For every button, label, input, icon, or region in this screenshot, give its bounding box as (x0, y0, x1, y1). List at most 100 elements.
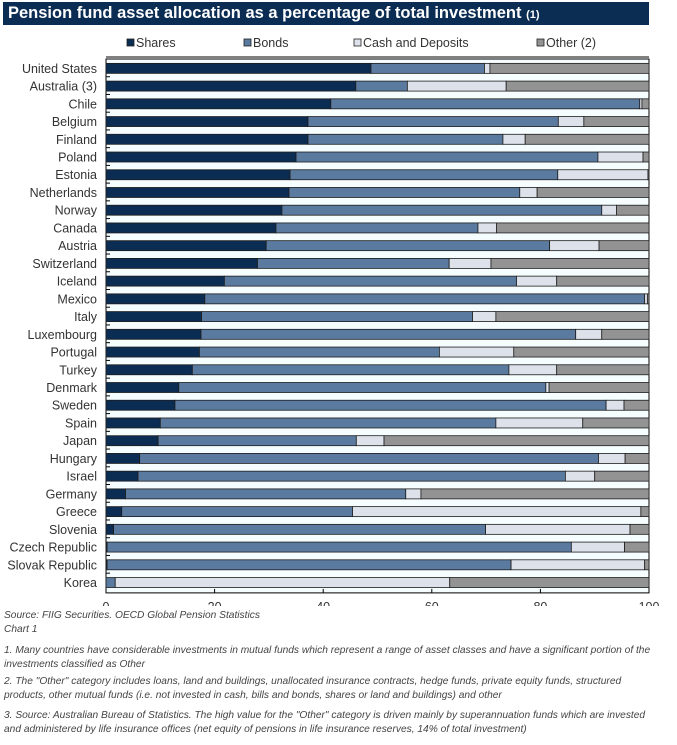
bar-segment (642, 151, 650, 163)
bar-segment (484, 62, 491, 74)
bar-segment (178, 382, 547, 393)
bar-segment (355, 435, 385, 447)
bar-segment (355, 80, 408, 92)
category-label: Sweden (52, 399, 97, 413)
chart-label: Chart 1 (4, 624, 38, 635)
bar-segment (114, 577, 451, 588)
x-tick-label: 0 (103, 600, 110, 606)
category-label: Portugal (50, 346, 97, 360)
bar-segment (105, 133, 309, 145)
bar-segment (307, 116, 559, 127)
category-label: United States (22, 62, 97, 76)
bar-segment (125, 488, 407, 500)
x-tick-label: 60 (425, 600, 439, 606)
bar-segment (449, 577, 650, 588)
bar-segment (113, 523, 486, 535)
category-label: Netherlands (30, 186, 97, 200)
category-label: Italy (74, 310, 98, 324)
bar-segment (502, 133, 526, 145)
bar-segment (495, 417, 584, 429)
bar-segment (406, 80, 507, 92)
bar-segment (536, 187, 650, 198)
bar-segment (420, 488, 650, 500)
x-tick-label: 40 (316, 600, 330, 606)
bar-segment (624, 453, 650, 464)
legend-swatch (536, 38, 545, 47)
bar-segment (448, 257, 492, 269)
bar-segment (405, 488, 422, 500)
bar-segment (105, 346, 200, 358)
category-label: Israel (66, 470, 97, 484)
category-label: Austria (58, 239, 97, 253)
bar-segment (383, 435, 650, 447)
bar-segment (570, 541, 625, 553)
bar-segment (646, 293, 650, 305)
bar-segment (624, 541, 650, 553)
bar-segment (557, 116, 585, 127)
footnote-1: 1. Many countries have considerable inve… (4, 645, 651, 670)
bar-segment (157, 435, 357, 447)
bar-segment (105, 417, 161, 429)
category-label: Australia (3) (30, 80, 97, 94)
category-label: Norway (55, 204, 98, 218)
bar-segment (105, 62, 372, 74)
legend-swatch (243, 38, 252, 47)
bar-segment (352, 506, 642, 518)
bar-segment (275, 222, 479, 234)
bar-segment (516, 275, 558, 287)
bar-segment (644, 559, 650, 571)
bar-segment (105, 523, 115, 535)
bar-segment (105, 204, 283, 216)
bar-segment (485, 523, 631, 535)
category-label: Slovenia (49, 523, 97, 537)
category-label: Turkey (59, 363, 97, 377)
category-label: Finland (56, 133, 97, 147)
bar-segment (307, 133, 504, 145)
bar-segment (105, 435, 159, 447)
bar-segment (524, 133, 650, 145)
bar-segment (200, 328, 577, 340)
stacked-bar-chart: Shares Bonds Cash and Deposits Other (2) Uni… (7, 36, 659, 606)
x-tick-label: 20 (208, 600, 222, 606)
chart-title: Pension fund asset allocation as a perce… (3, 2, 649, 25)
bar-segment (295, 151, 599, 163)
bar-segment (105, 311, 202, 322)
bar-segment (647, 169, 650, 181)
bar-segment (105, 382, 180, 393)
bar-segment (597, 151, 644, 163)
footnote-2: 2. The "Other" category includes loans, … (4, 676, 622, 701)
bar-segment (265, 240, 551, 252)
bar-segment (508, 364, 558, 376)
category-label: Estonia (55, 168, 97, 182)
bar-segment (598, 240, 650, 252)
legend-swatch (126, 38, 135, 47)
bar-segment (257, 257, 450, 269)
bar-segment (137, 470, 566, 482)
bar-segment (556, 275, 650, 287)
legend-label: Cash and Deposits (363, 36, 469, 50)
bar-segment (330, 98, 641, 110)
bar-segment (105, 470, 139, 482)
bar-segment (505, 80, 650, 92)
bar-segment (575, 328, 603, 340)
category-label: Denmark (46, 381, 97, 395)
bar-segment (513, 346, 650, 358)
bar-segment (105, 275, 225, 287)
bar-segment (105, 151, 297, 163)
bar-segment (204, 293, 646, 305)
bar-segment (105, 364, 193, 376)
bar-segment (174, 399, 607, 411)
bar-segment (583, 116, 650, 127)
bar-segment (519, 187, 538, 198)
bar-segment (223, 275, 517, 287)
bar-segment (105, 488, 126, 500)
bar-segment (489, 62, 650, 74)
category-label: Chile (69, 97, 98, 111)
bar-segment (641, 98, 650, 110)
bar-segment (288, 187, 521, 198)
bar-segment (623, 399, 650, 411)
bar-segment (191, 364, 510, 376)
category-label: Poland (58, 151, 97, 165)
bar-segment (105, 293, 206, 305)
footnote-3: 3. Source: Australian Bureau of Statisti… (4, 710, 646, 735)
